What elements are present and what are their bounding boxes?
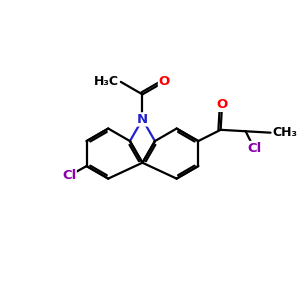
Text: CH₃: CH₃ <box>272 126 298 139</box>
Text: H₃C: H₃C <box>94 75 119 88</box>
Text: O: O <box>216 98 228 111</box>
Text: O: O <box>158 75 170 88</box>
Text: Cl: Cl <box>62 169 76 182</box>
Text: Cl: Cl <box>247 142 261 154</box>
Text: N: N <box>137 113 148 126</box>
